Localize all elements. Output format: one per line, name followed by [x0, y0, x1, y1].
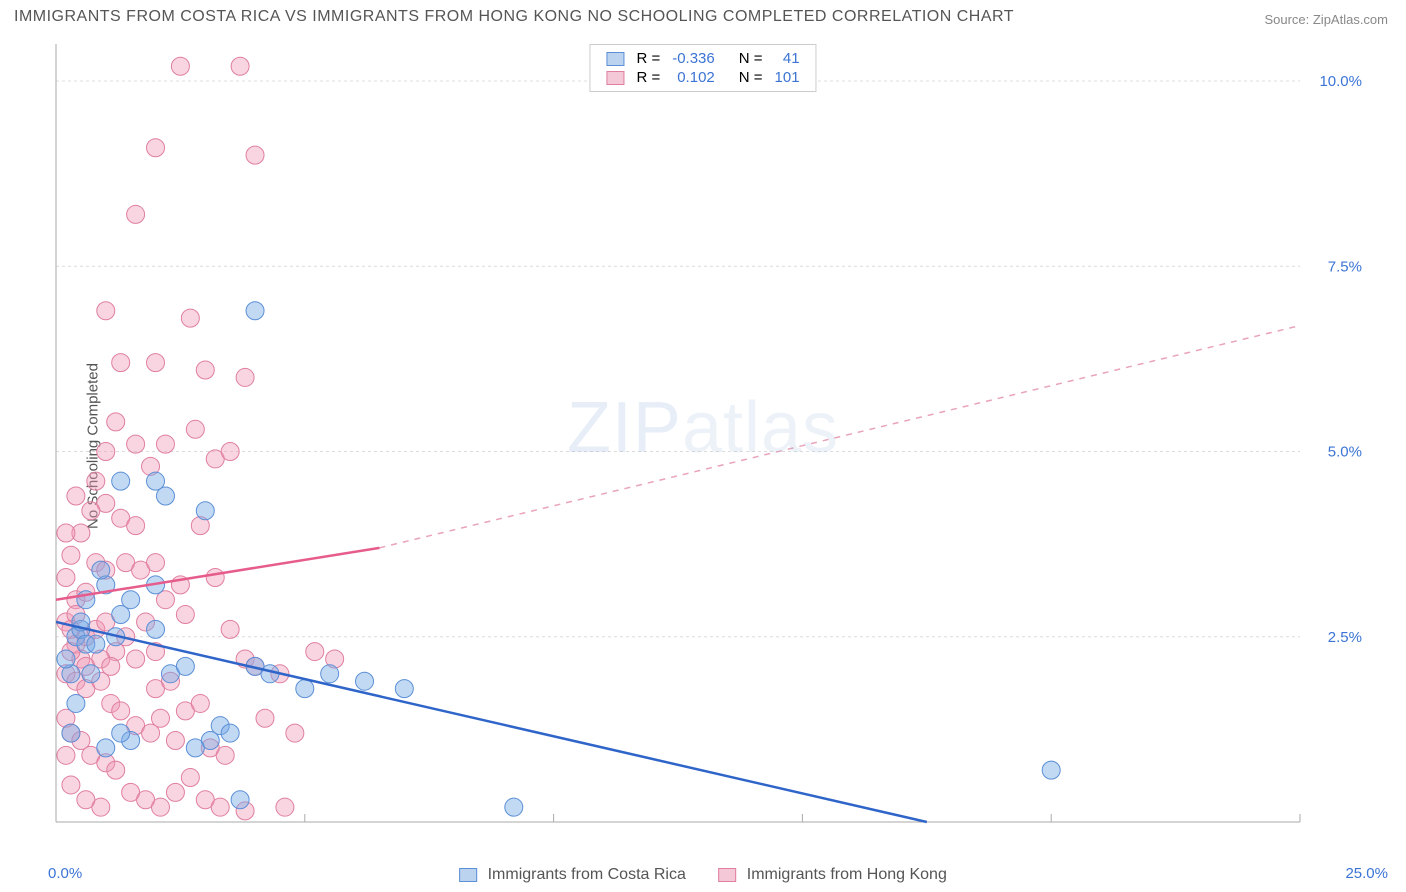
swatch-a-icon [459, 868, 477, 882]
swatch-a-icon [606, 52, 624, 66]
swatch-b-icon [606, 71, 624, 85]
chart-container: IMMIGRANTS FROM COSTA RICA VS IMMIGRANTS… [0, 0, 1406, 892]
swatch-b-icon [718, 868, 736, 882]
source-prefix: Source: [1264, 12, 1312, 27]
scatter-svg: 2.5% 5.0% 7.5% 10.0% [50, 40, 1370, 840]
x-axis-max: 25.0% [1345, 865, 1388, 882]
legend-series: Immigrants from Costa Rica Immigrants fr… [445, 866, 961, 884]
source-link[interactable]: ZipAtlas.com [1313, 12, 1388, 27]
series-a-r: -0.336 [666, 49, 721, 68]
svg-text:10.0%: 10.0% [1319, 73, 1362, 90]
series-b-n: 101 [769, 68, 806, 87]
legend-stats: R = -0.336 N = 41 R = 0.102 N = 101 [589, 44, 816, 92]
svg-text:2.5%: 2.5% [1328, 629, 1362, 646]
plot-area: 2.5% 5.0% 7.5% 10.0% [50, 40, 1390, 852]
series-b-r: 0.102 [666, 68, 721, 87]
svg-text:7.5%: 7.5% [1328, 258, 1362, 275]
n-label: N = [733, 49, 769, 68]
chart-title: IMMIGRANTS FROM COSTA RICA VS IMMIGRANTS… [14, 8, 1014, 26]
series-a-label: Immigrants from Costa Rica [488, 866, 686, 883]
r-label: R = [630, 49, 666, 68]
svg-text:5.0%: 5.0% [1328, 444, 1362, 461]
legend-row-b: R = 0.102 N = 101 [600, 68, 805, 87]
r-label: R = [630, 68, 666, 87]
n-label: N = [733, 68, 769, 87]
legend-item-b: Immigrants from Hong Kong [718, 866, 947, 883]
legend-item-a: Immigrants from Costa Rica [459, 866, 690, 883]
x-axis-origin: 0.0% [48, 865, 82, 882]
legend-row-a: R = -0.336 N = 41 [600, 49, 805, 68]
series-a-n: 41 [769, 49, 806, 68]
source-citation: Source: ZipAtlas.com [1264, 12, 1388, 27]
series-b-label: Immigrants from Hong Kong [747, 866, 947, 883]
